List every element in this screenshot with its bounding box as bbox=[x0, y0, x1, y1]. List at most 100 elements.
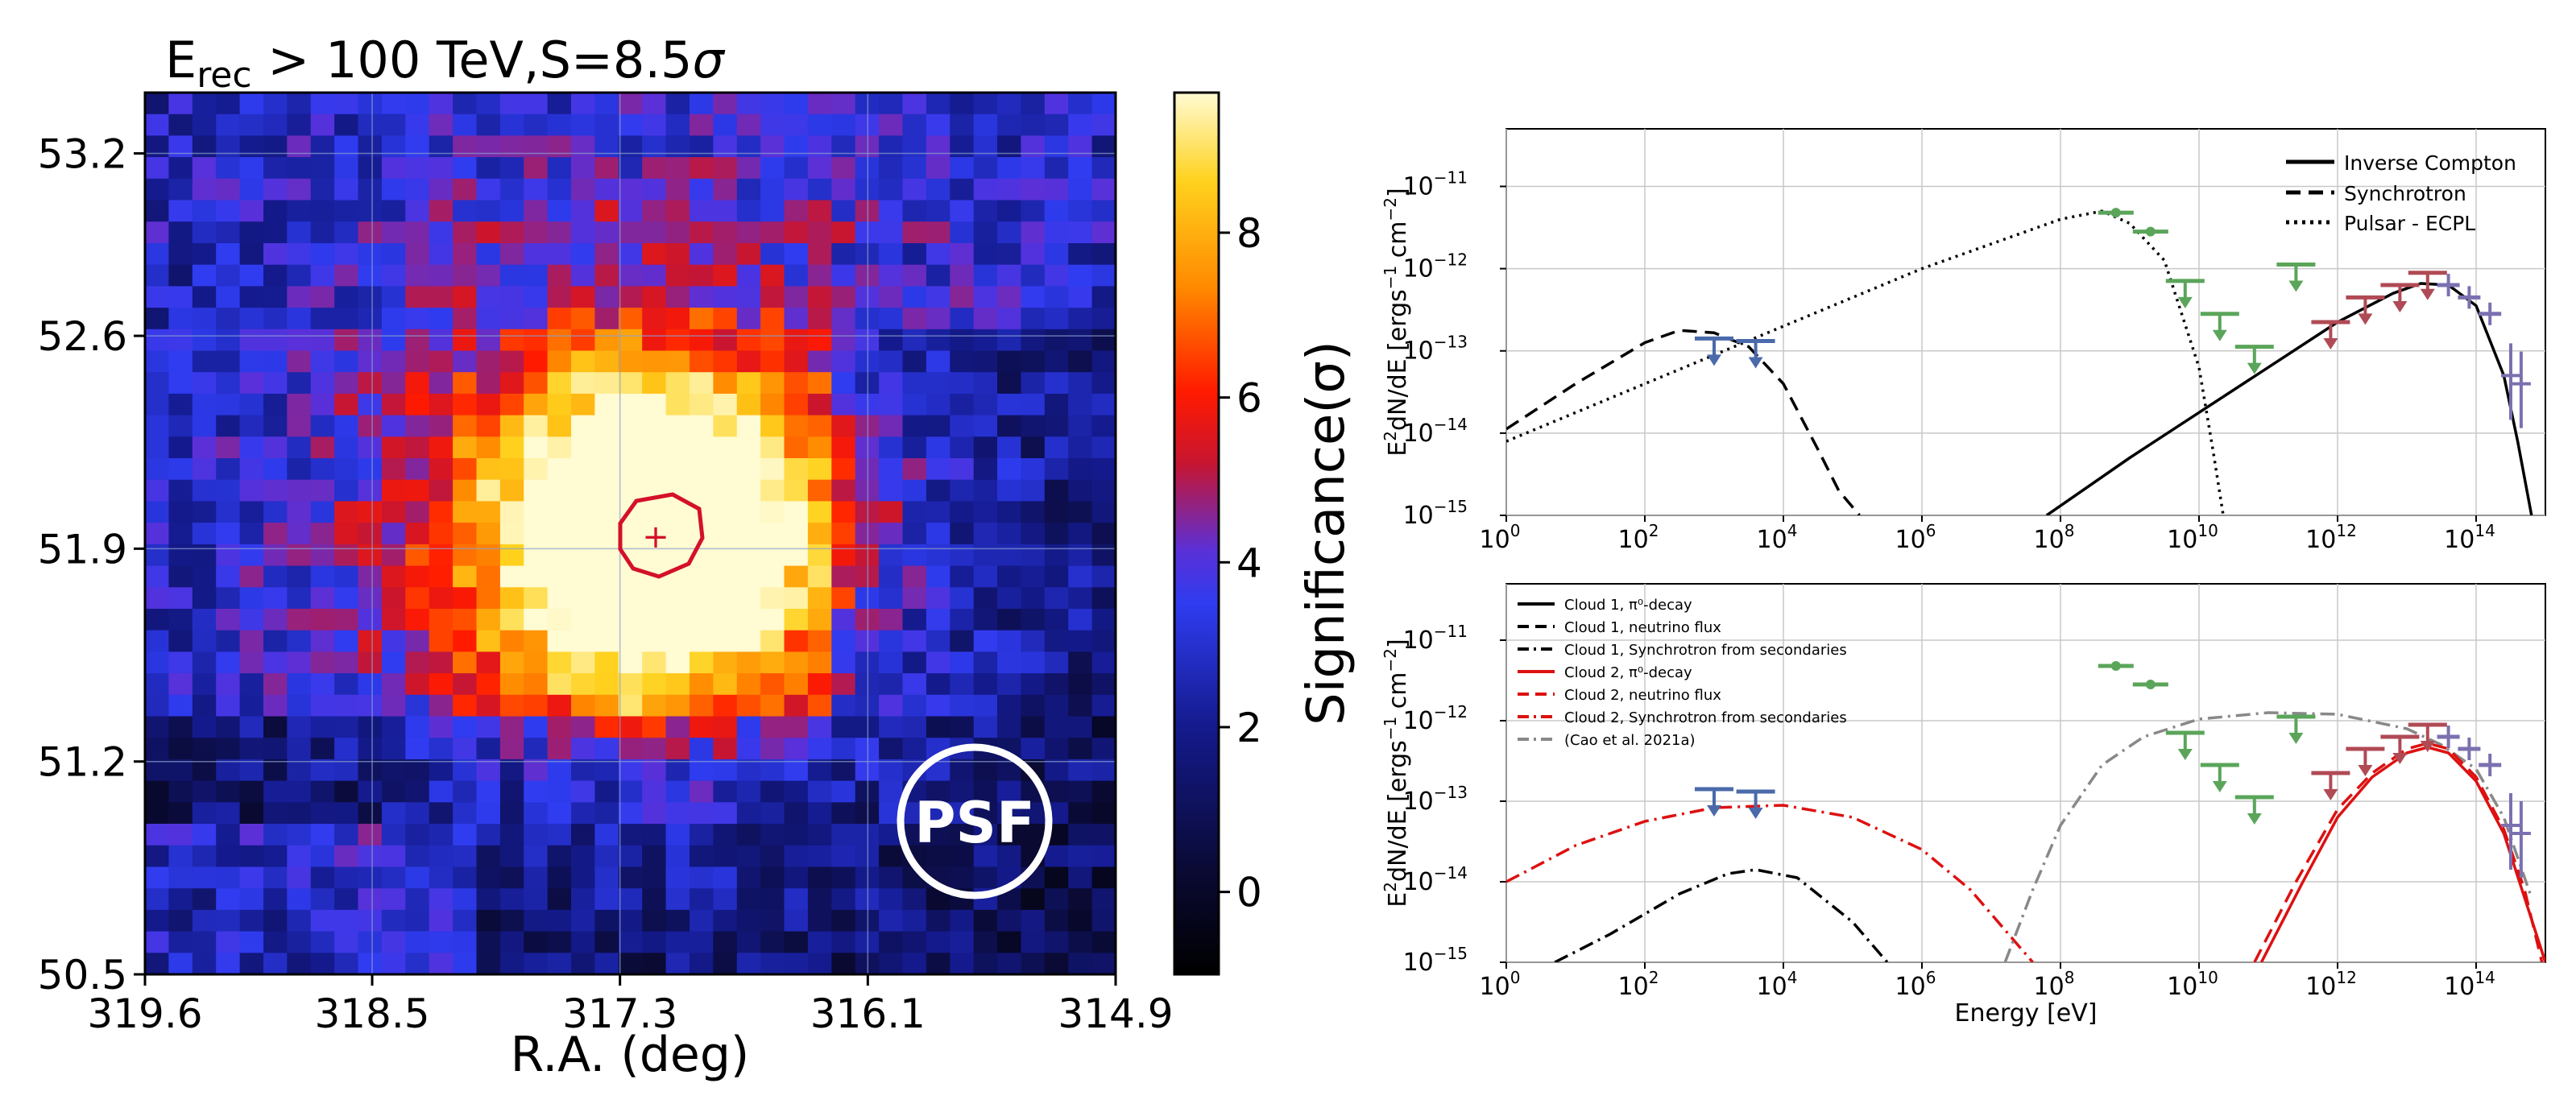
heatmap-cell bbox=[926, 308, 950, 330]
heatmap-cell bbox=[665, 393, 690, 416]
heatmap-cell bbox=[713, 114, 738, 136]
heatmap-cell bbox=[690, 93, 714, 115]
heatmap-cell bbox=[168, 738, 193, 760]
heatmap-cell bbox=[287, 393, 312, 416]
heatmap-cell bbox=[1068, 264, 1093, 287]
heatmap-cell bbox=[1091, 953, 1116, 974]
heatmap-cell bbox=[973, 824, 998, 846]
heatmap-cell bbox=[926, 178, 950, 201]
heatmap-cell bbox=[642, 802, 667, 825]
heatmap-cell bbox=[807, 479, 832, 502]
heatmap-cell bbox=[263, 329, 288, 352]
heatmap-cell bbox=[287, 651, 312, 674]
heatmap-cell bbox=[429, 716, 453, 738]
heatmap-cell bbox=[784, 350, 809, 373]
heatmap-cell bbox=[476, 888, 501, 911]
legend-label-pulsar: Pulsar - ECPL bbox=[2344, 212, 2475, 235]
heatmap-cell bbox=[784, 157, 809, 180]
heatmap-cell bbox=[973, 845, 998, 868]
heatmap-cell bbox=[1021, 824, 1046, 846]
heatmap-cell bbox=[1021, 694, 1046, 717]
heatmap-cell bbox=[499, 587, 524, 610]
heatmap-cell bbox=[831, 824, 856, 846]
heatmap-cell bbox=[594, 738, 619, 760]
heatmap-cell bbox=[334, 393, 359, 416]
heatmap-cell bbox=[1091, 824, 1116, 846]
heatmap-cell bbox=[1091, 909, 1116, 932]
y-tick-exponent: −11 bbox=[1434, 167, 1468, 187]
heatmap-cell bbox=[499, 372, 524, 395]
heatmap-cell bbox=[784, 243, 809, 266]
heatmap-cell bbox=[1068, 243, 1093, 266]
heatmap-cell bbox=[807, 716, 832, 738]
heatmap-cell bbox=[453, 436, 478, 459]
heatmap-cell bbox=[287, 243, 312, 266]
heatmap-cell bbox=[524, 436, 549, 459]
heatmap-cell bbox=[192, 630, 217, 652]
heatmap-cell bbox=[429, 651, 453, 674]
heatmap-cell bbox=[453, 651, 478, 674]
heatmap-cell bbox=[453, 716, 478, 738]
heatmap-cell bbox=[784, 888, 809, 911]
heatmap-cell bbox=[453, 308, 478, 330]
series-line bbox=[1506, 329, 1861, 515]
heatmap-cell bbox=[1091, 759, 1116, 782]
heatmap-cell bbox=[902, 93, 927, 115]
heatmap-cell bbox=[429, 845, 453, 868]
heatmap-cell bbox=[1068, 931, 1093, 953]
heatmap-cell bbox=[287, 221, 312, 244]
heatmap-cell bbox=[618, 651, 643, 674]
heatmap-cell bbox=[594, 759, 619, 782]
heatmap-cell bbox=[524, 221, 549, 244]
heatmap-cell bbox=[831, 802, 856, 825]
heatmap-cell bbox=[263, 845, 288, 868]
upper-limit-arrow bbox=[2358, 313, 2373, 325]
heatmap-cell bbox=[192, 523, 217, 545]
heatmap-cell bbox=[547, 329, 572, 352]
heatmap-cell bbox=[287, 200, 312, 222]
heatmap-cell bbox=[476, 308, 501, 330]
heatmap-cell bbox=[736, 243, 761, 266]
x-tick-label: 100 bbox=[1480, 968, 1521, 1001]
heatmap-cell bbox=[642, 673, 667, 696]
heatmap-cell bbox=[287, 436, 312, 459]
heatmap-cell bbox=[902, 458, 927, 481]
heatmap-cell bbox=[760, 372, 785, 395]
heatmap-cell bbox=[594, 780, 619, 803]
heatmap-cell bbox=[192, 501, 217, 523]
heatmap-cell bbox=[334, 866, 359, 889]
x-tick-exponent: 2 bbox=[1649, 521, 1659, 540]
heatmap-cell bbox=[642, 630, 667, 652]
heatmap-cell bbox=[287, 135, 312, 158]
heatmap-cell bbox=[1068, 694, 1093, 717]
heatmap-cell bbox=[239, 953, 264, 974]
heatmap-cell bbox=[429, 221, 453, 244]
heatmap-cell bbox=[1091, 651, 1116, 674]
heatmap-cell bbox=[476, 178, 501, 201]
heatmap-cell bbox=[902, 243, 927, 266]
heatmap-cell bbox=[524, 759, 549, 782]
heatmap-cell bbox=[713, 694, 738, 717]
heatmap-cell bbox=[453, 587, 478, 610]
heatmap-cell bbox=[831, 501, 856, 523]
heatmap-cell bbox=[216, 565, 241, 588]
heatmap-cell bbox=[263, 479, 288, 502]
heatmap-cell bbox=[807, 415, 832, 437]
heatmap-cell bbox=[902, 286, 927, 308]
heatmap-cell bbox=[973, 609, 998, 631]
heatmap-cell bbox=[547, 587, 572, 610]
heatmap-cell bbox=[547, 953, 572, 974]
heatmap-cell bbox=[784, 458, 809, 481]
heatmap-cell bbox=[405, 716, 430, 738]
heatmap-cell bbox=[405, 738, 430, 760]
heatmap-cell bbox=[1068, 501, 1093, 523]
heatmap-cell bbox=[926, 802, 950, 825]
heatmap-cell bbox=[168, 393, 193, 416]
heatmap-cell bbox=[571, 523, 595, 545]
heatmap-cell bbox=[879, 587, 904, 610]
heatmap-cell bbox=[547, 780, 572, 803]
heatmap-cell bbox=[642, 178, 667, 201]
heatmap-cell bbox=[192, 264, 217, 287]
heatmap-cell bbox=[950, 286, 975, 308]
heatmap-cell bbox=[879, 479, 904, 502]
